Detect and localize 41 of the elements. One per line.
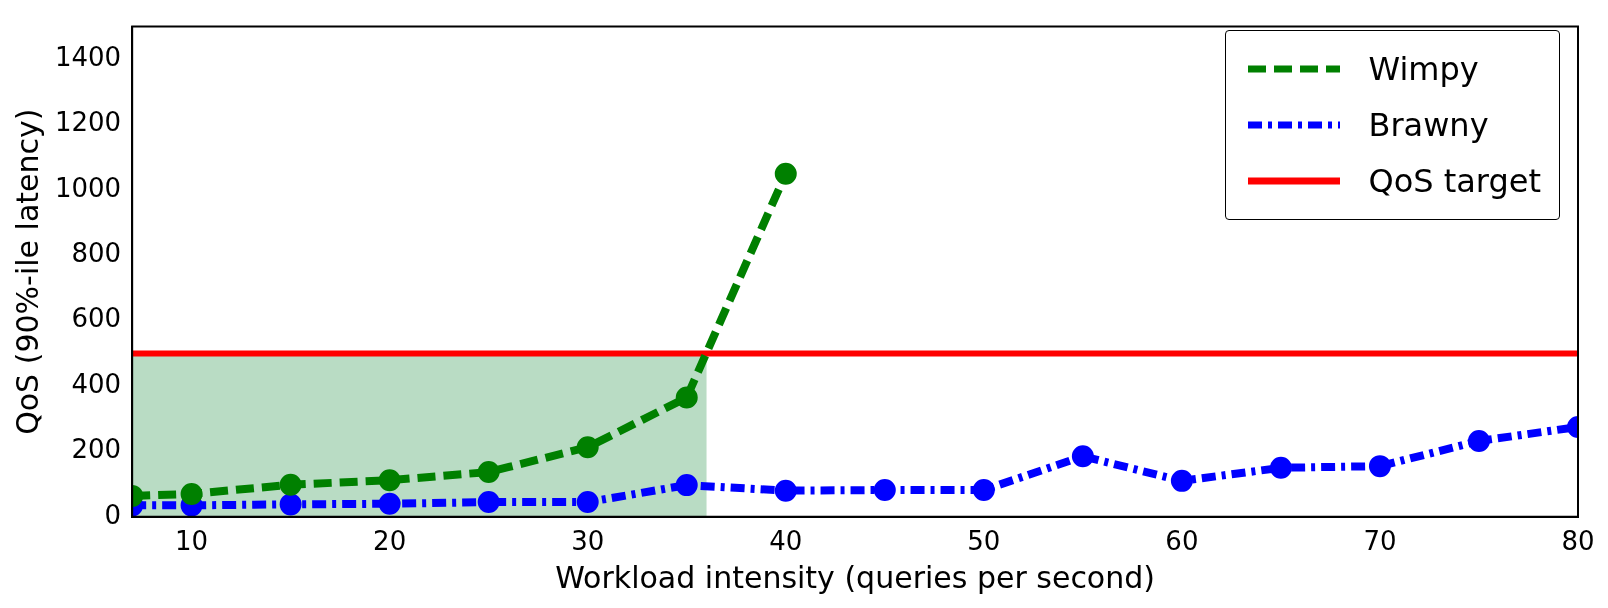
y-tick-label: 600 bbox=[71, 303, 122, 334]
point bbox=[1071, 445, 1094, 468]
point bbox=[1368, 455, 1391, 478]
point bbox=[774, 162, 797, 185]
y-tick-label: 800 bbox=[71, 238, 122, 269]
point bbox=[477, 491, 500, 514]
legend-label: Brawny bbox=[1368, 106, 1489, 144]
y-tick-label: 1000 bbox=[55, 172, 122, 203]
y-tick-label: 1400 bbox=[55, 42, 122, 73]
point bbox=[1269, 456, 1292, 479]
y-tick-label: 400 bbox=[71, 368, 122, 399]
point bbox=[1467, 429, 1490, 452]
y-tick-label: 200 bbox=[71, 434, 122, 465]
point bbox=[972, 479, 995, 501]
x-tick-label: 60 bbox=[1165, 526, 1199, 557]
x-tick-label: 20 bbox=[373, 526, 407, 557]
x-tick-label: 70 bbox=[1363, 526, 1397, 557]
point bbox=[675, 474, 698, 497]
point bbox=[675, 386, 698, 409]
point bbox=[576, 436, 599, 459]
legend-label: Wimpy bbox=[1368, 50, 1479, 88]
y-axis-title: QoS (90%-ile latency) bbox=[9, 108, 45, 435]
legend-label: QoS target bbox=[1368, 162, 1541, 200]
x-tick-label: 30 bbox=[571, 526, 605, 557]
y-tick-label: 1200 bbox=[55, 107, 122, 138]
y-tick-label: 0 bbox=[104, 499, 122, 530]
x-tick-label: 80 bbox=[1561, 526, 1595, 557]
point bbox=[180, 482, 203, 505]
point bbox=[774, 479, 797, 502]
point bbox=[873, 479, 896, 501]
point bbox=[378, 492, 401, 515]
point bbox=[279, 493, 302, 516]
x-tick-label: 40 bbox=[769, 526, 803, 557]
x-tick-label: 50 bbox=[967, 526, 1001, 557]
x-tick-label: 10 bbox=[175, 526, 209, 557]
point bbox=[576, 491, 599, 514]
point bbox=[378, 469, 401, 492]
point bbox=[477, 461, 500, 484]
x-axis-title: Workload intensity (queries per second) bbox=[555, 559, 1155, 595]
point bbox=[1170, 469, 1193, 492]
point bbox=[279, 473, 302, 496]
